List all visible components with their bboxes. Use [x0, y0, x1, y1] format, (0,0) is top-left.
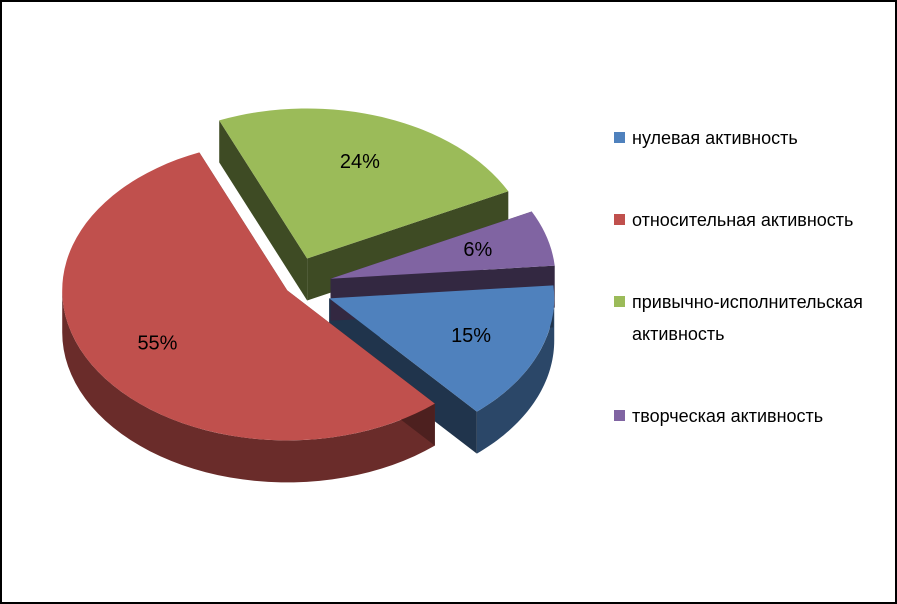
- legend: нулевая активность относительная активнос…: [614, 97, 892, 457]
- slice: [219, 108, 509, 259]
- legend-label: творческая активность: [632, 406, 824, 426]
- legend-swatch: [614, 214, 625, 225]
- legend-label: нулевая активность: [632, 128, 798, 148]
- data-label: 55%: [137, 333, 177, 355]
- data-label: 15%: [451, 325, 491, 347]
- legend-item: творческая активность: [614, 400, 892, 432]
- slice: [62, 152, 435, 441]
- data-label: 24%: [340, 151, 380, 173]
- legend-swatch: [614, 410, 625, 421]
- legend-swatch: [614, 132, 625, 143]
- slice-side: [219, 120, 308, 301]
- legend-item: относительная активность: [614, 204, 892, 236]
- slice: [330, 211, 555, 279]
- slice-side: [329, 298, 477, 454]
- slice: [329, 285, 555, 412]
- slice-side: [476, 298, 555, 454]
- legend-swatch: [614, 296, 625, 307]
- legend-item: привычно-исполнительская активность: [614, 286, 892, 350]
- legend-label: относительная активность: [632, 210, 854, 230]
- legend-label: привычно-исполнительская активность: [632, 292, 863, 344]
- slice-side: [62, 290, 435, 483]
- legend-item: нулевая активность: [614, 122, 892, 154]
- data-label: 6%: [463, 239, 492, 261]
